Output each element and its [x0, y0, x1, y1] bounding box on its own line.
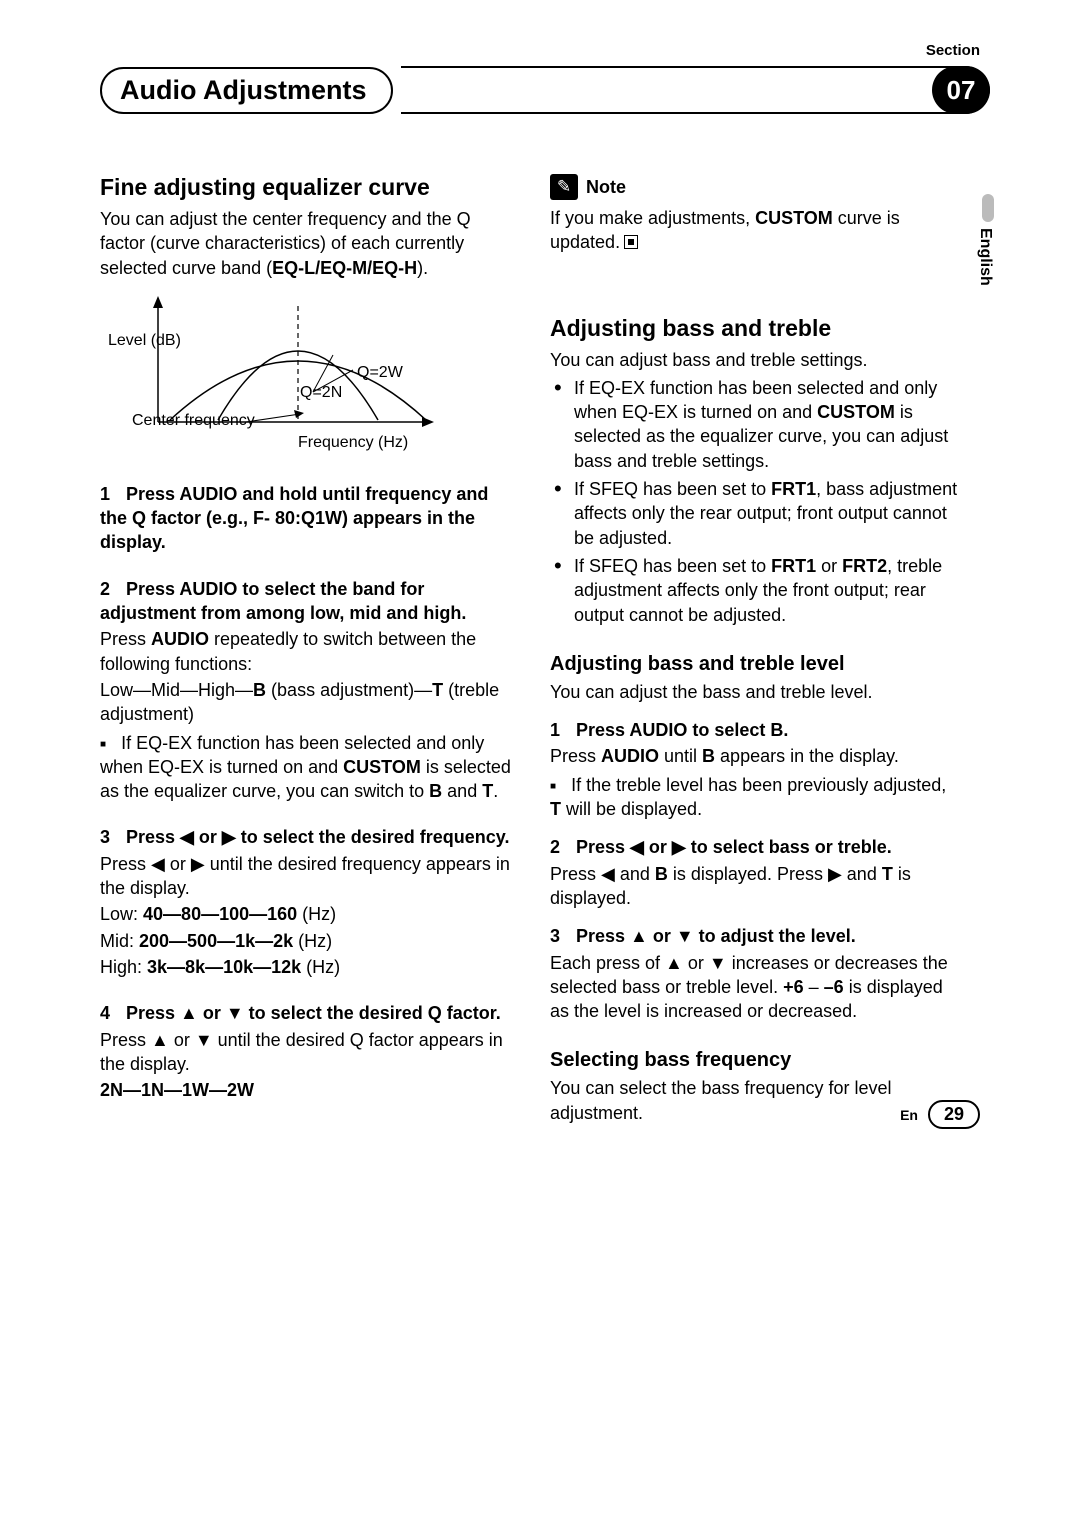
eq-curve-diagram: Level (dB) Q=2N Q=2W Center frequency Fr…: [108, 292, 468, 460]
page-footer: En 29: [900, 1100, 980, 1129]
bass-treble-intro: You can adjust bass and treble settings.: [550, 348, 962, 372]
level-step-1: 1Press AUDIO to select B. Press AUDIO un…: [550, 718, 962, 821]
heading-level: Adjusting bass and treble level: [550, 653, 962, 676]
note-text: If you make adjustments, CUSTOM curve is…: [550, 206, 962, 255]
diagram-q2n-label: Q=2N: [300, 384, 342, 402]
end-mark-icon: [624, 235, 638, 249]
diagram-center-freq-label: Center frequency: [132, 412, 255, 430]
left-column: Fine adjusting equalizer curve You can a…: [100, 174, 512, 1129]
diagram-q2w-label: Q=2W: [357, 364, 403, 382]
heading-bass-treble: Adjusting bass and treble: [550, 315, 962, 342]
section-number-badge: 07: [932, 66, 990, 114]
diagram-freq-label: Frequency (Hz): [298, 434, 408, 452]
page-header: Audio Adjustments 07: [100, 66, 990, 114]
pencil-icon: ✎: [550, 174, 578, 200]
fine-adjust-intro: You can adjust the center frequency and …: [100, 207, 512, 280]
list-item: If EQ-EX function has been selected and …: [550, 376, 962, 473]
note-header: ✎ Note: [550, 174, 962, 200]
heading-bass-freq: Selecting bass frequency: [550, 1049, 962, 1072]
list-item: If SFEQ has been set to FRT1, bass adjus…: [550, 477, 962, 550]
list-item: If SFEQ has been set to FRT1 or FRT2, tr…: [550, 554, 962, 627]
bass-treble-notes: If EQ-EX function has been selected and …: [550, 376, 962, 627]
step-1: 1Press AUDIO and hold until frequency an…: [100, 482, 512, 555]
side-tab-marker: [982, 194, 994, 222]
step-3: 3Press ◀ or ▶ to select the desired freq…: [100, 825, 512, 979]
language-tab: English: [976, 228, 994, 286]
header-arc: 07: [401, 66, 991, 114]
footer-lang: En: [900, 1107, 918, 1123]
page-number-badge: 29: [928, 1100, 980, 1129]
level-intro: You can adjust the bass and treble level…: [550, 680, 962, 704]
right-column: ✎ Note If you make adjustments, CUSTOM c…: [550, 174, 962, 1129]
step-2: 2Press AUDIO to select the band for adju…: [100, 577, 512, 804]
diagram-level-label: Level (dB): [108, 332, 181, 350]
note-label: Note: [586, 177, 626, 198]
level-step-2: 2Press ◀ or ▶ to select bass or treble. …: [550, 835, 962, 910]
section-label: Section: [926, 42, 980, 59]
step-4: 4Press ▲ or ▼ to select the desired Q fa…: [100, 1001, 512, 1102]
page-title-wrap: Audio Adjustments: [100, 67, 393, 114]
page-title: Audio Adjustments: [120, 75, 367, 105]
heading-fine-adjust: Fine adjusting equalizer curve: [100, 174, 512, 201]
level-step-3: 3Press ▲ or ▼ to adjust the level. Each …: [550, 924, 962, 1023]
